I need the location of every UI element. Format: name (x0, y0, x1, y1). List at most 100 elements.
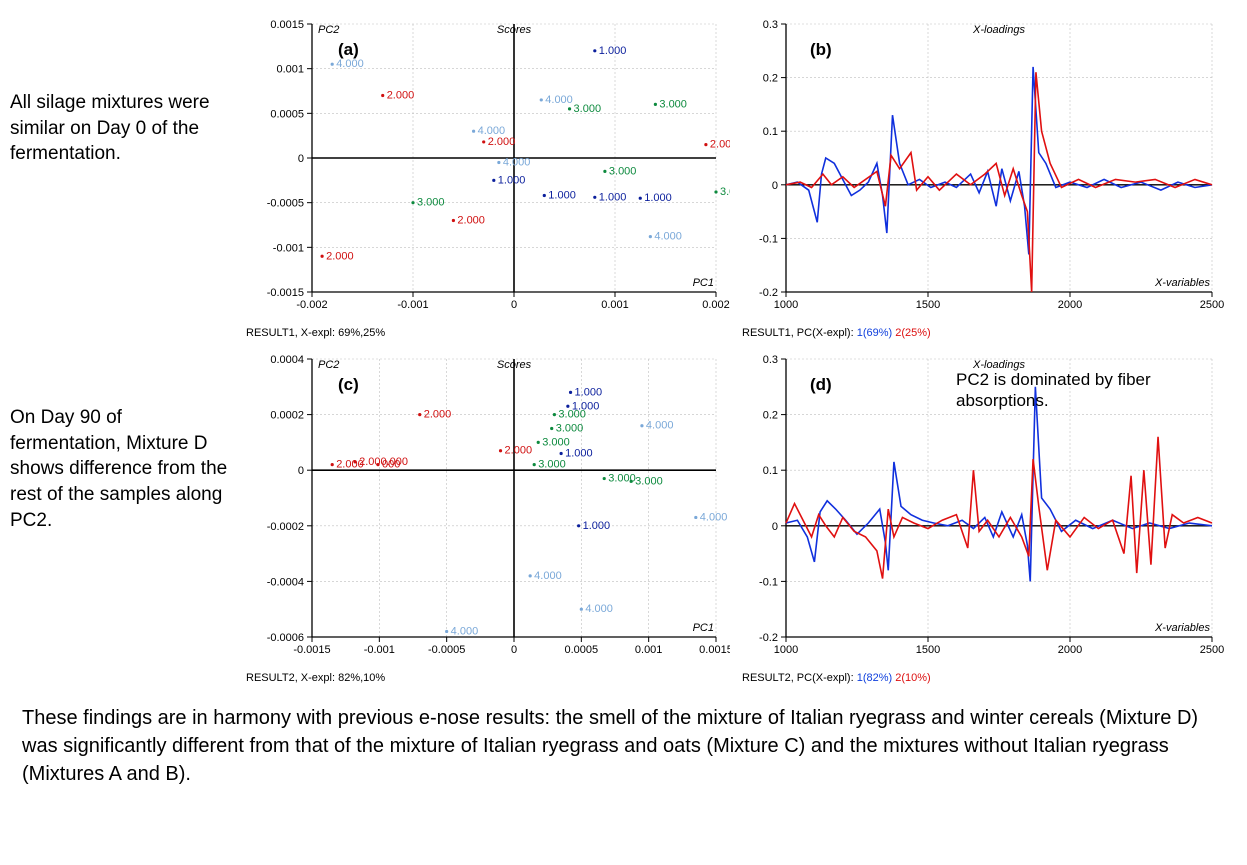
svg-text:3.000: 3.000 (720, 186, 730, 198)
svg-text:1.000: 1.000 (575, 386, 603, 398)
svg-text:PC1: PC1 (693, 622, 714, 634)
svg-text:3.000: 3.000 (635, 475, 663, 487)
svg-text:1000: 1000 (774, 644, 798, 656)
svg-text:0.002: 0.002 (702, 299, 730, 311)
svg-text:0: 0 (772, 180, 778, 192)
svg-text:0.3: 0.3 (763, 19, 778, 31)
svg-text:0: 0 (511, 644, 517, 656)
svg-text:Scores: Scores (497, 359, 532, 371)
svg-text:2.000: 2.000 (488, 136, 516, 148)
svg-text:-0.0004: -0.0004 (267, 576, 304, 588)
svg-text:PC2: PC2 (318, 24, 339, 36)
svg-text:0.1: 0.1 (763, 126, 778, 138)
charts-row-1: (a) -0.002 -0.001 0 0.001 0.002 -0.0015 -0.001… (240, 10, 1237, 341)
svg-text:-0.0005: -0.0005 (428, 644, 465, 656)
chart-c-wrap: (c) -0.0015-0.001-0.000500.00050.0010.00… (240, 345, 730, 686)
chart-d-caption: RESULT2, PC(X-expl): 1(82%) 2(10%) (736, 670, 1226, 686)
svg-text:4.000: 4.000 (451, 625, 479, 637)
side-text-a: All silage mixtures were similar on Day … (10, 10, 240, 167)
svg-text:-0.2: -0.2 (759, 287, 778, 299)
svg-text:-0.001: -0.001 (273, 242, 304, 254)
svg-text:3.000: 3.000 (659, 98, 687, 110)
svg-text:000: 000 (382, 459, 400, 471)
row-bottom: On Day 90 of fermentation, Mixture D sho… (10, 345, 1237, 686)
svg-text:0.001: 0.001 (635, 644, 663, 656)
svg-text:-0.1: -0.1 (759, 233, 778, 245)
svg-text:0: 0 (298, 465, 304, 477)
svg-text:1500: 1500 (916, 299, 940, 311)
svg-text:0.0002: 0.0002 (270, 410, 304, 422)
svg-text:-0.001: -0.001 (397, 299, 428, 311)
cap-d-pre: RESULT2, PC(X-expl): (742, 672, 857, 684)
svg-text:X-variables: X-variables (1154, 622, 1211, 634)
svg-text:-0.0015: -0.0015 (267, 287, 304, 299)
chart-c-caption: RESULT2, X-expl: 82%,10% (240, 670, 730, 686)
svg-text:4.000: 4.000 (478, 125, 506, 137)
svg-text:2500: 2500 (1200, 299, 1224, 311)
panel-d-label: (d) (810, 375, 832, 395)
row-top: All silage mixtures were similar on Day … (10, 10, 1237, 341)
svg-text:0.1: 0.1 (763, 465, 778, 477)
svg-text:2500: 2500 (1200, 644, 1224, 656)
chart-a-caption: RESULT1, X-expl: 69%,25% (240, 325, 730, 341)
svg-text:0.3: 0.3 (763, 354, 778, 366)
svg-text:3.000: 3.000 (417, 197, 445, 209)
chart-b-caption: RESULT1, PC(X-expl): 1(69%) 2(25%) (736, 325, 1226, 341)
svg-text:-0.001: -0.001 (364, 644, 395, 656)
svg-text:1.000: 1.000 (498, 174, 526, 186)
cap-b-2: 2(25%) (895, 327, 930, 339)
panel-b-label: (b) (810, 40, 832, 60)
svg-text:-0.1: -0.1 (759, 576, 778, 588)
svg-text:3.000: 3.000 (538, 459, 566, 471)
svg-text:3.000: 3.000 (574, 103, 602, 115)
svg-text:0.001: 0.001 (601, 299, 629, 311)
svg-text:0: 0 (511, 299, 517, 311)
svg-text:2.000: 2.000 (505, 445, 533, 457)
chart-b-wrap: (b) 1000150020002500-0.2-0.100.10.20.3X-… (736, 10, 1226, 341)
svg-text:4.000: 4.000 (545, 94, 573, 106)
chart-d-wrap: (d) PC2 is dominated by fiber absorption… (736, 345, 1226, 686)
svg-text:1.000: 1.000 (565, 448, 593, 460)
svg-text:3.000: 3.000 (542, 436, 570, 448)
svg-text:2000: 2000 (1058, 299, 1082, 311)
cap-b-1: 1(69%) (857, 327, 892, 339)
svg-text:-0.002: -0.002 (296, 299, 327, 311)
svg-text:1.000: 1.000 (583, 520, 611, 532)
svg-text:0: 0 (772, 521, 778, 533)
charts-row-2: (c) -0.0015-0.001-0.000500.00050.0010.00… (240, 345, 1237, 686)
svg-text:4.000: 4.000 (534, 570, 562, 582)
chart-a-scores: -0.002 -0.001 0 0.001 0.002 -0.0015 -0.001 -0.0… (240, 10, 730, 320)
svg-text:3.000: 3.000 (556, 423, 584, 435)
svg-text:4.000: 4.000 (700, 511, 728, 523)
svg-text:2.000: 2.000 (710, 139, 730, 151)
svg-text:1500: 1500 (916, 644, 940, 656)
svg-text:2.000: 2.000 (387, 89, 415, 101)
svg-text:4.000: 4.000 (646, 420, 674, 432)
svg-text:X-loadings: X-loadings (972, 24, 1025, 36)
svg-text:X-variables: X-variables (1154, 277, 1211, 289)
svg-text:-0.0015: -0.0015 (293, 644, 330, 656)
svg-text:4.000: 4.000 (654, 231, 682, 243)
svg-text:4.000: 4.000 (336, 58, 364, 70)
svg-text:2.000: 2.000 (424, 409, 452, 421)
svg-text:Scores: Scores (497, 24, 532, 36)
chart-c-scores: -0.0015-0.001-0.000500.00050.0010.0015-0… (240, 345, 730, 665)
svg-text:PC1: PC1 (693, 277, 714, 289)
cap-b-pre: RESULT1, PC(X-expl): (742, 327, 857, 339)
svg-text:0: 0 (298, 153, 304, 165)
svg-text:-0.0005: -0.0005 (267, 198, 304, 210)
svg-text:0.0005: 0.0005 (565, 644, 599, 656)
svg-text:2.000: 2.000 (326, 250, 354, 262)
cap-d-2: 2(10%) (895, 672, 930, 684)
svg-text:PC2: PC2 (318, 359, 339, 371)
svg-text:1.000: 1.000 (644, 192, 672, 204)
svg-text:1.000: 1.000 (599, 45, 627, 57)
svg-text:0.0005: 0.0005 (270, 108, 304, 120)
side-text-c: On Day 90 of fermentation, Mixture D sho… (10, 345, 240, 533)
panel-a-label: (a) (338, 40, 359, 60)
svg-text:-0.2: -0.2 (759, 632, 778, 644)
bottom-text: These findings are in harmony with previ… (10, 690, 1237, 788)
svg-text:1.000: 1.000 (548, 190, 576, 202)
svg-text:3.000: 3.000 (609, 165, 637, 177)
svg-text:0.2: 0.2 (763, 73, 778, 85)
